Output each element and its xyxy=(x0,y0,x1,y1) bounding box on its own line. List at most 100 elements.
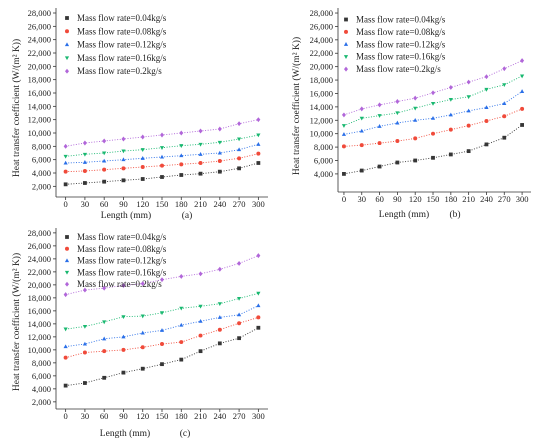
y-tick-label: 22,000 xyxy=(28,48,51,58)
data-point xyxy=(484,87,489,92)
y-axis-title: Heat transfer coefficient (W/(m² K)) xyxy=(11,253,22,391)
data-point xyxy=(502,135,507,140)
y-tick-label: 2,000 xyxy=(32,397,51,407)
data-point xyxy=(217,126,222,132)
data-point xyxy=(448,97,453,102)
x-tick-label: 120 xyxy=(136,411,149,421)
x-tick-label: 90 xyxy=(119,411,128,421)
data-point xyxy=(160,362,164,367)
legend-marker xyxy=(65,235,69,239)
y-tick-label: 12,000 xyxy=(28,332,51,342)
legend-label: Mass flow rate=0.08kg/s xyxy=(77,244,167,254)
data-point xyxy=(413,95,418,101)
data-point xyxy=(256,133,261,138)
data-point xyxy=(217,150,222,155)
x-tick-label: 90 xyxy=(119,199,128,209)
y-tick-label: 8,000 xyxy=(314,142,333,152)
x-axis-title: Length (mm) xyxy=(100,428,150,439)
y-tick-label: 20,000 xyxy=(310,62,333,72)
data-point xyxy=(484,105,489,110)
y-tick-label: 8,000 xyxy=(32,141,51,151)
data-point xyxy=(395,120,400,125)
data-point xyxy=(179,340,184,345)
data-point xyxy=(102,375,107,380)
y-tick-label: 28,000 xyxy=(28,228,51,238)
data-point xyxy=(102,138,107,144)
y-tick-label: 18,000 xyxy=(28,293,51,303)
data-point xyxy=(198,304,203,309)
x-tick-label: 270 xyxy=(498,194,511,204)
legend-label: Mass flow rate=0.12kg/s xyxy=(77,40,167,50)
y-tick-label: 8,000 xyxy=(32,358,51,368)
x-tick-label: 0 xyxy=(342,194,346,204)
legend-label: Mass flow rate=0.16kg/s xyxy=(77,53,167,63)
y-tick-label: 18,000 xyxy=(28,75,51,85)
x-tick-label: 150 xyxy=(156,199,169,209)
legend-label: Mass flow rate=0.08kg/s xyxy=(77,26,167,36)
data-point xyxy=(431,155,435,160)
legend-marker xyxy=(64,258,70,263)
y-tick-label: 14,000 xyxy=(310,102,333,112)
legend-label: Mass flow rate=0.12kg/s xyxy=(356,39,446,49)
x-axis-title: Length (mm) xyxy=(101,210,151,221)
data-point xyxy=(520,106,525,111)
data-point xyxy=(121,347,126,352)
data-point xyxy=(102,167,107,172)
data-point xyxy=(484,118,489,123)
x-tick-label: 60 xyxy=(100,199,109,209)
x-tick-label: 120 xyxy=(409,194,422,204)
legend-marker xyxy=(64,42,70,47)
data-point xyxy=(82,341,87,346)
data-point xyxy=(377,141,382,146)
x-tick-label: 0 xyxy=(64,411,68,421)
data-point xyxy=(102,158,107,163)
y-axis-title: Heat transfer coefficient (W/(m² K)) xyxy=(291,37,302,175)
x-tick-label: 0 xyxy=(64,199,68,209)
x-tick-label: 210 xyxy=(194,199,207,209)
data-point xyxy=(160,342,164,347)
data-point xyxy=(121,283,126,288)
data-point xyxy=(121,178,126,183)
panel-label: (c) xyxy=(180,428,191,439)
data-point xyxy=(82,160,87,164)
x-tick-label: 180 xyxy=(175,411,188,421)
x-tick-label: 240 xyxy=(480,194,493,204)
data-point xyxy=(217,341,222,346)
data-point xyxy=(140,134,145,140)
data-point xyxy=(377,102,382,108)
data-point xyxy=(237,260,242,266)
data-point xyxy=(520,89,525,93)
data-point xyxy=(359,128,364,133)
data-point xyxy=(359,106,364,112)
legend-label: Mass flow rate=0.16kg/s xyxy=(77,267,167,277)
legend-label: Mass flow rate=0.16kg/s xyxy=(356,52,446,62)
y-tick-label: 10,000 xyxy=(28,128,51,138)
legend-label: Mass flow rate=0.08kg/s xyxy=(356,27,446,37)
legend-marker xyxy=(64,56,70,61)
data-point xyxy=(256,117,261,123)
data-point xyxy=(63,344,68,349)
x-axis-title: Length (mm) xyxy=(379,209,429,220)
data-point xyxy=(520,74,525,79)
panel-label: (b) xyxy=(449,209,460,220)
x-tick-label: 60 xyxy=(375,194,384,204)
legend-marker xyxy=(65,246,69,251)
data-point xyxy=(159,154,165,159)
data-point xyxy=(256,151,261,156)
legend-marker xyxy=(344,66,348,72)
x-tick-label: 30 xyxy=(81,199,90,209)
data-point xyxy=(341,112,346,118)
panel-label: (a) xyxy=(182,210,193,221)
y-tick-label: 16,000 xyxy=(28,306,51,316)
legend-marker xyxy=(65,281,69,287)
y-tick-label: 24,000 xyxy=(28,254,51,264)
data-point xyxy=(395,160,400,165)
data-point xyxy=(82,350,87,355)
data-point xyxy=(466,108,471,113)
y-tick-label: 22,000 xyxy=(28,267,51,277)
data-point xyxy=(102,349,107,354)
data-point xyxy=(502,114,507,119)
data-point xyxy=(179,322,184,327)
data-point xyxy=(140,281,145,287)
x-tick-label: 30 xyxy=(358,194,367,204)
